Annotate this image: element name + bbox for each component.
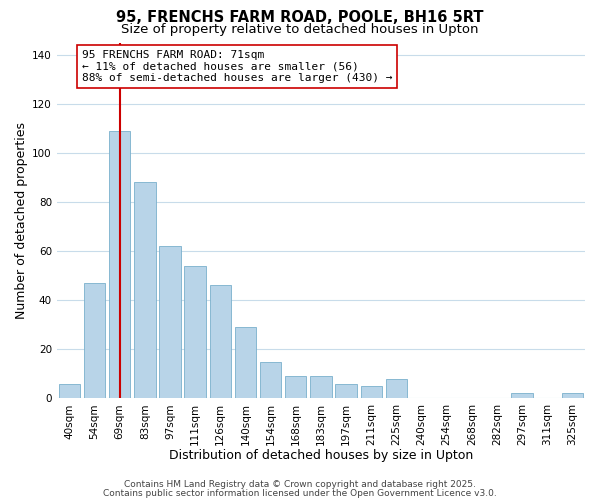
Bar — [134, 182, 155, 398]
Bar — [285, 376, 307, 398]
Bar — [84, 283, 105, 399]
Bar — [235, 327, 256, 398]
Bar — [260, 362, 281, 399]
Text: Contains HM Land Registry data © Crown copyright and database right 2025.: Contains HM Land Registry data © Crown c… — [124, 480, 476, 489]
Bar — [59, 384, 80, 398]
Bar — [335, 384, 357, 398]
Bar — [310, 376, 332, 398]
Text: Size of property relative to detached houses in Upton: Size of property relative to detached ho… — [121, 22, 479, 36]
Bar — [562, 394, 583, 398]
X-axis label: Distribution of detached houses by size in Upton: Distribution of detached houses by size … — [169, 450, 473, 462]
Bar — [361, 386, 382, 398]
Y-axis label: Number of detached properties: Number of detached properties — [15, 122, 28, 319]
Bar — [386, 378, 407, 398]
Text: 95, FRENCHS FARM ROAD, POOLE, BH16 5RT: 95, FRENCHS FARM ROAD, POOLE, BH16 5RT — [116, 10, 484, 25]
Bar — [209, 286, 231, 399]
Bar — [159, 246, 181, 398]
Bar — [109, 131, 130, 398]
Bar — [184, 266, 206, 398]
Text: Contains public sector information licensed under the Open Government Licence v3: Contains public sector information licen… — [103, 488, 497, 498]
Bar — [511, 394, 533, 398]
Text: 95 FRENCHS FARM ROAD: 71sqm
← 11% of detached houses are smaller (56)
88% of sem: 95 FRENCHS FARM ROAD: 71sqm ← 11% of det… — [82, 50, 392, 83]
